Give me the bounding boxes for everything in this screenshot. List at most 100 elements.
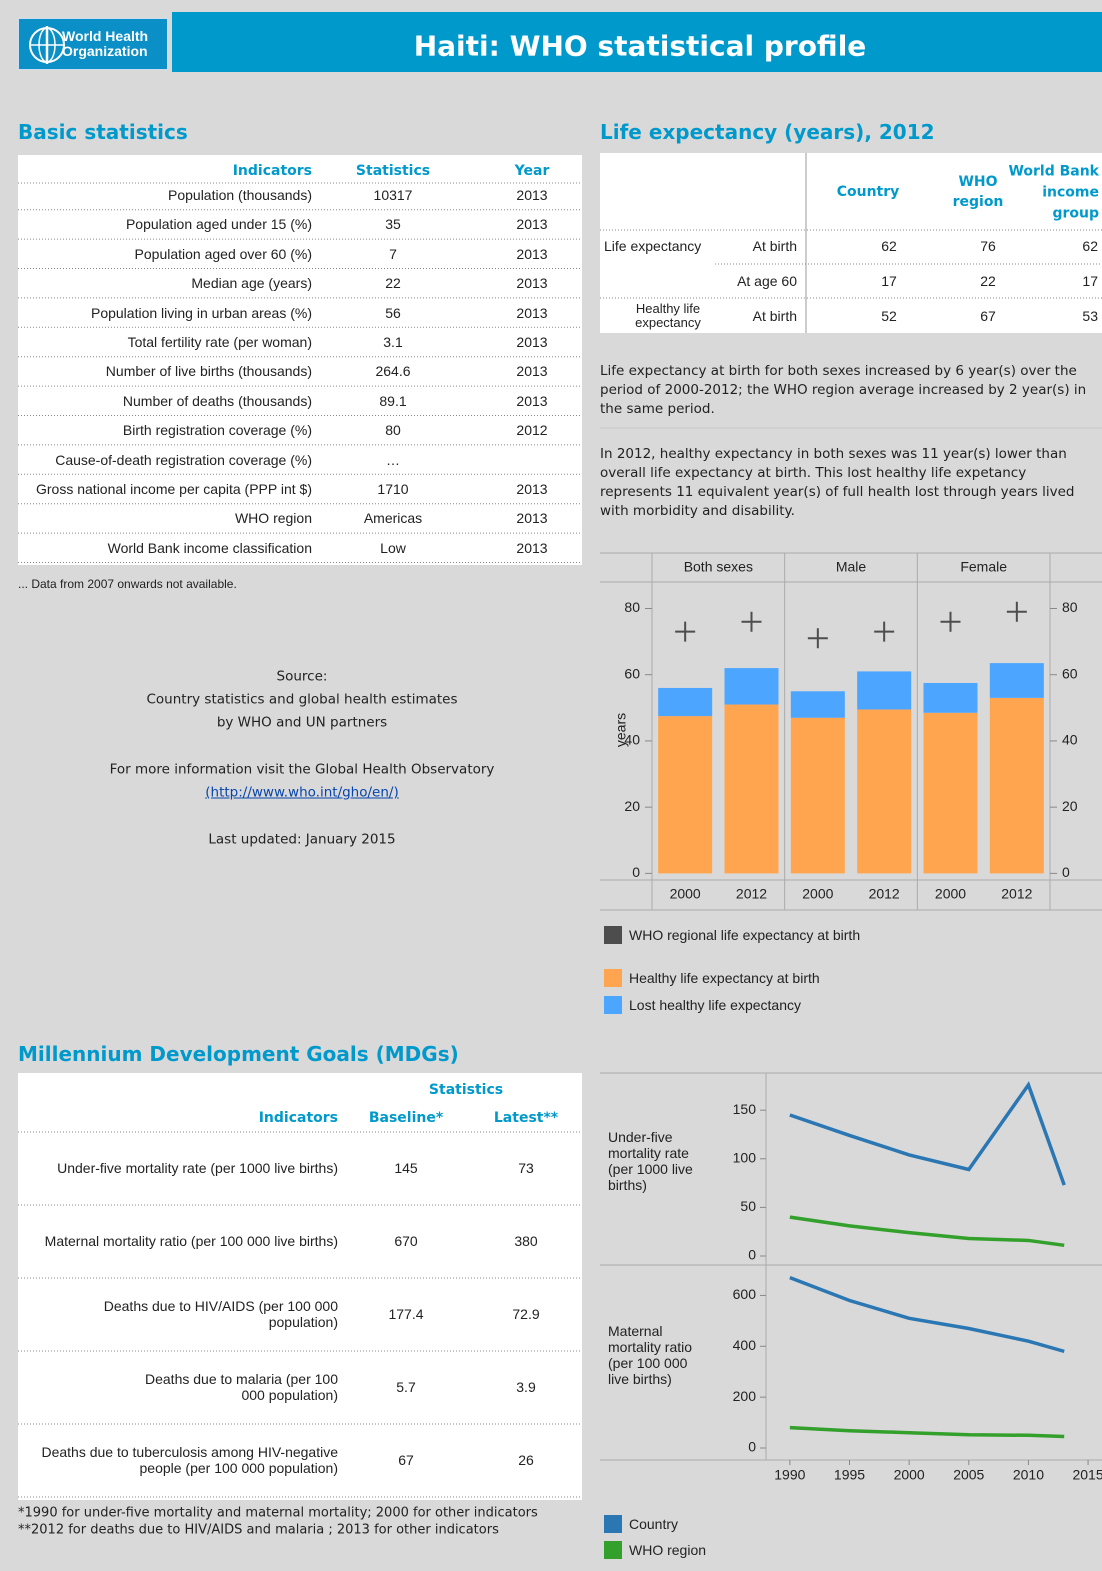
y-tick-label: 60: [1062, 665, 1078, 681]
indicator: World Bank income classification: [107, 539, 312, 556]
bar: [923, 712, 978, 874]
marker: [940, 611, 961, 632]
section-heading: Basic statistics: [18, 120, 188, 144]
column-header: Country: [836, 184, 900, 200]
statistic: Americas: [363, 510, 423, 527]
indicator: Under-five mortality rate (per 1000 live…: [57, 1160, 338, 1176]
logo-emblem: [29, 26, 65, 64]
column-header: Year: [514, 163, 550, 179]
statistic: 10317: [373, 187, 413, 203]
latest: 26: [518, 1452, 534, 1468]
indicator: Birth registration coverage (%): [122, 422, 312, 439]
logo: [18, 18, 168, 70]
link[interactable]: (http://www.who.int/gho/en/): [205, 784, 399, 801]
indicator: Deaths due to malaria (per 100 000 popul…: [145, 1371, 338, 1403]
indicator: Population aged under 15 (%): [125, 216, 312, 233]
legend-swatch: [604, 926, 622, 944]
x-tick-label: 1990: [774, 1467, 805, 1483]
column-header: Latest**: [493, 1110, 559, 1126]
source-text: Country statistics and global health est…: [146, 691, 458, 708]
y-tick-label: 0: [748, 1247, 756, 1263]
statistic: 22: [385, 275, 401, 292]
year: 2013: [516, 216, 548, 233]
statistic: 80: [385, 422, 401, 439]
latest: 380: [514, 1233, 538, 1249]
statistic: 56: [385, 304, 401, 321]
y-tick-label: 150: [733, 1101, 757, 1117]
indicator: Population aged over 60 (%): [134, 245, 312, 262]
year: 2013: [516, 187, 548, 203]
row-sublabel: At birth: [752, 308, 797, 324]
bar: [790, 691, 845, 718]
indicator: Total fertility rate (per woman): [127, 334, 312, 350]
year: 2013: [516, 275, 548, 292]
statistic: …: [386, 451, 400, 468]
legend-label: Lost healthy life expectancy: [629, 997, 801, 1013]
column-header: Indicators: [232, 163, 312, 179]
baseline: 145: [394, 1160, 418, 1176]
marker: [807, 628, 828, 649]
statistic: 3.1: [383, 334, 403, 350]
x-tick-label: 2000: [894, 1467, 925, 1483]
statistic: 89.1: [379, 392, 407, 409]
row-label: Healthy life expectancy: [635, 301, 701, 330]
column-header: WHO region: [952, 174, 1004, 210]
panel-label: Under-five mortality rate (per 1000 live…: [608, 1129, 693, 1193]
life-table: [600, 153, 1102, 333]
y-tick-label: 0: [632, 864, 640, 880]
year: 2013: [516, 245, 548, 262]
x-tick-label: 2000: [802, 886, 833, 902]
bar: [989, 697, 1044, 874]
marker: [1006, 601, 1027, 622]
bar: [857, 709, 912, 874]
value: 52: [881, 308, 897, 324]
year: 2013: [516, 539, 548, 556]
year: 2013: [516, 304, 548, 321]
footnote: **2012 for deaths due to HIV/AIDS and ma…: [18, 1522, 499, 1538]
bar: [658, 687, 713, 717]
y-tick-label: 80: [1062, 599, 1078, 615]
statistic: 264.6: [375, 363, 411, 380]
source-text: by WHO and UN partners: [216, 714, 388, 731]
series-line: [789, 1081, 1066, 1186]
indicator: Gross national income per capita (PPP in…: [36, 481, 312, 497]
year: 2012: [516, 422, 548, 439]
indicator: Cause-of-death registration coverage (%): [55, 451, 312, 468]
value: 17: [881, 273, 897, 289]
indicator: Population living in urban areas (%): [90, 304, 312, 321]
value: 67: [980, 308, 996, 324]
footnote: *1990 for under-five mortality and mater…: [18, 1505, 538, 1521]
indicator: Maternal mortality ratio (per 100 000 li…: [44, 1233, 338, 1249]
value: 53: [1082, 308, 1098, 324]
facet-label: Female: [960, 559, 1007, 575]
latest: 3.9: [516, 1379, 536, 1395]
column-group-header: Statistics: [428, 1082, 504, 1098]
y-tick-label: 80: [624, 599, 640, 615]
column-header: World Bank income group: [1008, 163, 1099, 222]
value: 76: [980, 238, 996, 254]
section-heading: Life expectancy (years), 2012: [600, 120, 935, 144]
x-tick-label: 2012: [736, 886, 767, 902]
y-tick-label: 40: [1062, 732, 1078, 748]
section-heading: Millennium Development Goals (MDGs): [18, 1042, 459, 1066]
statistic: Low: [380, 539, 406, 556]
legend-label: WHO region: [629, 1542, 707, 1558]
facet-label: Both sexes: [684, 559, 753, 575]
x-tick-label: 2010: [1013, 1467, 1044, 1483]
statistic: 1710: [377, 481, 409, 497]
indicator: Number of deaths (thousands): [122, 392, 312, 409]
page-title: Haiti: WHO statistical profile: [413, 29, 867, 63]
series-line: [789, 1215, 1065, 1248]
indicator: Population (thousands): [168, 187, 312, 203]
y-tick-label: 0: [1062, 864, 1070, 880]
legend-label: Country: [629, 1516, 679, 1532]
bar: [724, 704, 779, 874]
row-sublabel: At birth: [752, 238, 797, 254]
y-tick-label: 20: [624, 798, 640, 814]
year: 2013: [516, 481, 548, 497]
baseline: 670: [394, 1233, 418, 1249]
marker: [675, 621, 696, 642]
footnote: ... Data from 2007 onwards not available…: [18, 577, 237, 591]
basic-table: [18, 155, 582, 565]
